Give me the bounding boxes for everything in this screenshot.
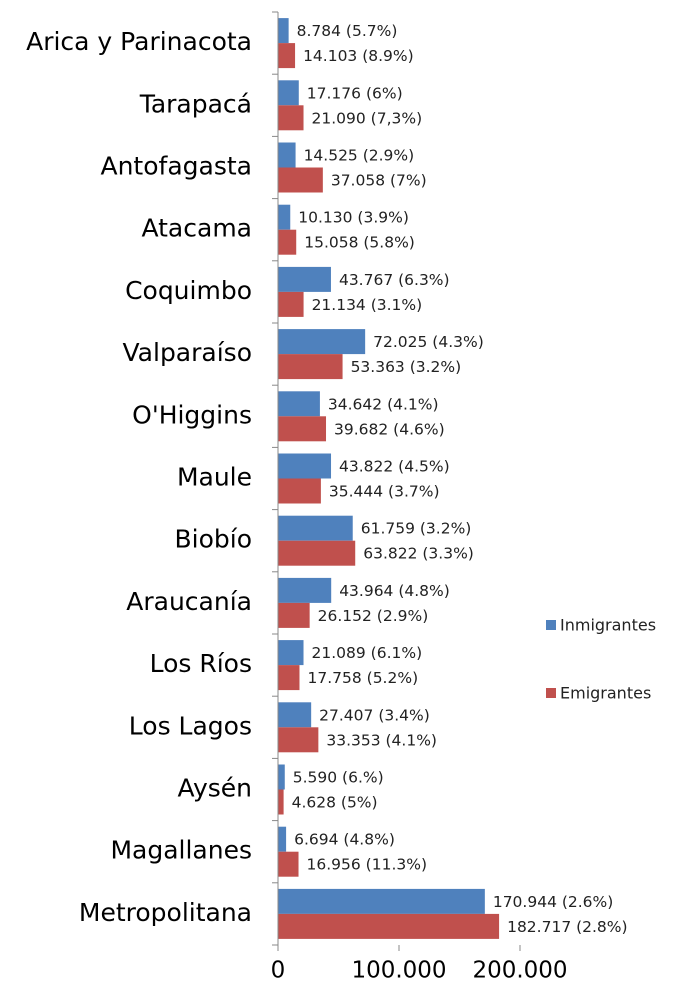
- value-label: 43.767 (6.3%): [339, 271, 450, 289]
- bar: [278, 80, 299, 106]
- legend-label: Inmigrantes: [560, 616, 656, 635]
- value-label: 10.130 (3.9%): [298, 209, 409, 227]
- bar: [278, 540, 356, 566]
- value-label: 170.944 (2.6%): [493, 893, 614, 911]
- value-label: 21.089 (6.1%): [312, 644, 423, 662]
- value-label: 5.590 (6.%): [293, 769, 384, 787]
- bar: [278, 391, 320, 417]
- bar: [278, 142, 296, 168]
- legend-swatch: [546, 620, 556, 630]
- value-label: 27.407 (3.4%): [319, 706, 430, 724]
- value-label: 53.363 (3.2%): [351, 358, 462, 376]
- value-label: 43.822 (4.5%): [339, 458, 450, 476]
- value-label: 26.152 (2.9%): [318, 607, 429, 625]
- bar: [278, 764, 285, 790]
- bar: [278, 515, 353, 541]
- category-label: Araucanía: [126, 587, 252, 616]
- value-label: 15.058 (5.8%): [304, 234, 415, 252]
- value-label: 6.694 (4.8%): [294, 831, 395, 849]
- category-label: Maule: [177, 463, 252, 492]
- legend-swatch: [546, 688, 556, 698]
- bar: [278, 665, 300, 691]
- category-label: O'Higgins: [132, 400, 252, 429]
- value-label: 17.758 (5.2%): [307, 669, 418, 687]
- category-label: Tarapacá: [139, 89, 252, 118]
- bar: [278, 602, 310, 628]
- bar: [278, 913, 500, 939]
- bar: [278, 789, 284, 815]
- category-label: Valparaíso: [123, 338, 252, 367]
- value-label: 4.628 (5%): [292, 794, 378, 812]
- value-label: 14.525 (2.9%): [304, 147, 415, 165]
- category-label: Aysén: [178, 774, 252, 803]
- bar: [278, 851, 299, 877]
- value-label: 21.090 (7,3%): [312, 109, 423, 127]
- bar: [278, 105, 304, 131]
- bar: [278, 702, 312, 728]
- value-label: 182.717 (2.8%): [507, 918, 627, 936]
- bar: [278, 354, 343, 380]
- value-label: 33.353 (4.1%): [326, 731, 437, 749]
- value-label: 21.134 (3.1%): [312, 296, 423, 314]
- category-label: Los Lagos: [129, 711, 252, 740]
- bar: [278, 888, 485, 914]
- bar: [278, 291, 304, 317]
- bar: [278, 266, 331, 292]
- bar: [278, 577, 332, 603]
- value-label: 63.822 (3.3%): [363, 545, 474, 563]
- bar: [278, 43, 296, 69]
- x-tick-label: 200.000: [472, 958, 567, 984]
- bar: [278, 416, 327, 442]
- x-tick-label: 0: [271, 958, 286, 984]
- bar: [278, 478, 321, 504]
- value-label: 17.176 (6%): [307, 84, 403, 102]
- value-label: 39.682 (4.6%): [334, 420, 445, 438]
- bar: [278, 18, 289, 44]
- category-label: Coquimbo: [125, 276, 252, 305]
- value-label: 8.784 (5.7%): [297, 22, 398, 40]
- bar: [278, 640, 304, 666]
- value-label: 35.444 (3.7%): [329, 483, 440, 501]
- category-label: Antofagasta: [100, 152, 252, 181]
- bar: [278, 167, 323, 193]
- value-label: 72.025 (4.3%): [373, 333, 484, 351]
- x-tick-label: 100.000: [351, 958, 446, 984]
- value-label: 16.956 (11.3%): [307, 856, 428, 874]
- bar: [278, 727, 319, 753]
- bar: [278, 229, 297, 255]
- category-label: Biobío: [174, 525, 252, 554]
- value-label: 37.058 (7%): [331, 172, 427, 190]
- value-label: 14.103 (8.9%): [303, 47, 414, 65]
- category-label: Atacama: [141, 214, 252, 243]
- category-label: Arica y Parinacota: [26, 27, 252, 56]
- value-label: 43.964 (4.8%): [339, 582, 450, 600]
- category-label: Los Ríos: [150, 649, 252, 678]
- category-label: Metropolitana: [79, 898, 252, 927]
- value-label: 61.759 (3.2%): [361, 520, 472, 538]
- bar: [278, 329, 366, 355]
- category-label: Magallanes: [110, 836, 252, 865]
- bar: [278, 453, 332, 479]
- bar: [278, 826, 287, 852]
- value-label: 34.642 (4.1%): [328, 395, 439, 413]
- legend-label: Emigrantes: [560, 684, 651, 703]
- bar: [278, 204, 291, 230]
